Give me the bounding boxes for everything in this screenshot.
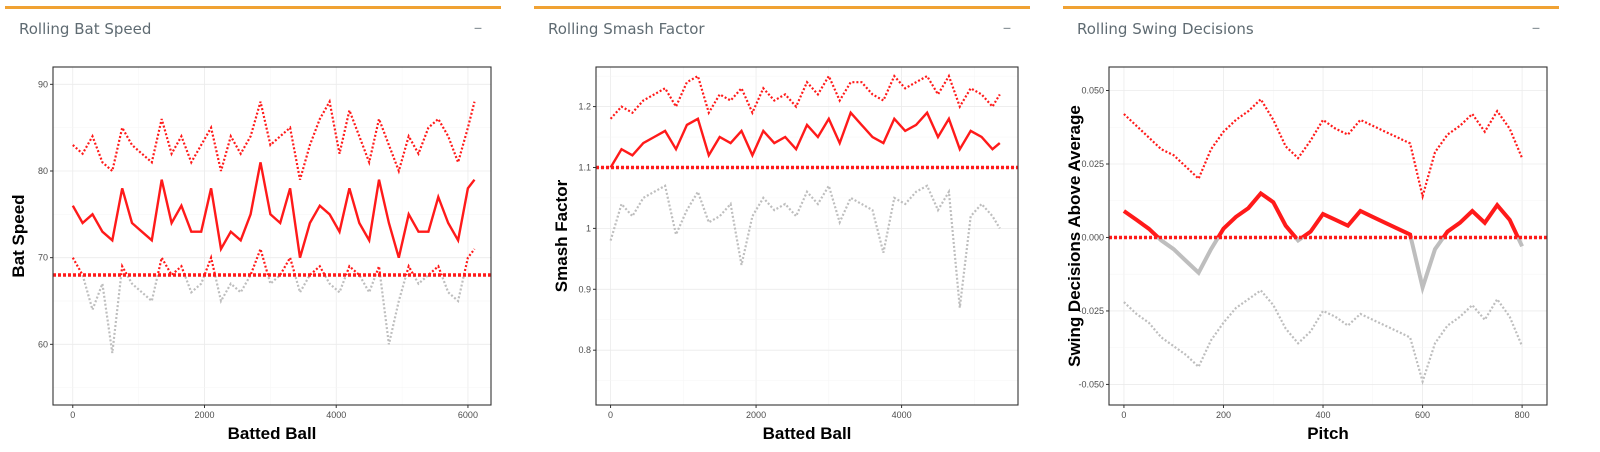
lower-band-line-above xyxy=(71,245,476,275)
y-axis-title: Swing Decisions Above Average xyxy=(1065,105,1084,367)
upper-band-line-group xyxy=(1123,97,1524,201)
grid-lines xyxy=(596,67,1018,405)
bat-speed-chart: 0 2000 4000 6000 60 70 80 90 Batted Ball Bat Spee… xyxy=(9,66,492,443)
plot-border xyxy=(52,66,492,406)
rolling-mean-line-above xyxy=(71,162,476,259)
x-tick-label: 4000 xyxy=(326,410,346,420)
lower-band-line-below xyxy=(1123,288,1524,386)
x-axis-title: Batted Ball xyxy=(228,424,317,443)
upper-band-line-above xyxy=(72,98,476,181)
y-tick-label: 70 xyxy=(38,253,48,263)
x-axis-title: Batted Ball xyxy=(763,424,852,443)
plot-border xyxy=(595,66,1019,406)
rolling-mean-line-group xyxy=(71,162,476,259)
y-tick-label: -0.025 xyxy=(1078,306,1104,316)
grid-lines xyxy=(1109,67,1547,405)
y-tick-label: 60 xyxy=(38,339,48,349)
rolling-mean-line-above xyxy=(609,110,1001,168)
panel-header: Rolling Bat Speed – xyxy=(5,9,501,49)
upper-band-line-below xyxy=(73,102,475,180)
x-tick-label: 0 xyxy=(70,410,75,420)
x-tick-label: 2000 xyxy=(746,410,766,420)
x-tick-label: 0 xyxy=(608,410,613,420)
y-tick-label: 80 xyxy=(38,166,48,176)
rolling-mean-line-below xyxy=(610,167,613,169)
smash-factor-chart: 0 2000 4000 0.8 0.9 1 1.1 1.2 Batted Ball Smash F… xyxy=(552,66,1019,443)
plot-border xyxy=(1108,66,1548,406)
panel-title: Rolling Swing Decisions xyxy=(1077,20,1254,38)
x-tick-label: 400 xyxy=(1316,410,1331,420)
lower-band-line-below xyxy=(609,183,1001,308)
x-tick-label: 2000 xyxy=(194,410,214,420)
y-tick-label: 0.025 xyxy=(1081,159,1104,169)
panel-title: Rolling Smash Factor xyxy=(548,20,705,38)
x-tick-label: 200 xyxy=(1216,410,1231,420)
y-tick-label: 1.2 xyxy=(578,102,591,112)
panel-header: Rolling Swing Decisions – xyxy=(1063,9,1559,49)
lower-band-line-group xyxy=(609,183,1001,308)
y-axis-title: Smash Factor xyxy=(552,179,571,292)
x-tick-label: 0 xyxy=(1121,410,1126,420)
y-tick-label: 0.050 xyxy=(1081,86,1104,96)
minus-icon[interactable]: – xyxy=(1531,18,1541,38)
x-tick-label: 800 xyxy=(1515,410,1530,420)
grid-lines xyxy=(53,67,491,405)
rolling-mean-line-below xyxy=(1155,237,1524,295)
lower-band-line-group xyxy=(1123,288,1524,386)
panel-bat-speed: Rolling Bat Speed – 0 2000 4000 6000 60 70 80 9… xyxy=(5,6,501,449)
rolling-mean-line-above xyxy=(1122,190,1521,238)
upper-band-line-group xyxy=(72,98,476,181)
upper-band-line-group xyxy=(609,73,1001,120)
lower-band-line-group xyxy=(71,245,476,354)
panel-header: Rolling Smash Factor – xyxy=(534,9,1030,49)
y-tick-label: 0.000 xyxy=(1081,232,1104,242)
rolling-mean-line-below xyxy=(73,162,475,257)
upper-band-line-above xyxy=(609,73,1001,120)
x-tick-label: 6000 xyxy=(458,410,478,420)
panel-swing-decisions: Rolling Swing Decisions – 0 200 400 600 800 -… xyxy=(1063,6,1559,449)
rolling-mean-line-group xyxy=(1122,190,1524,295)
y-axis-title: Bat Speed xyxy=(9,194,28,277)
x-tick-label: 600 xyxy=(1415,410,1430,420)
minus-icon[interactable]: – xyxy=(473,18,483,38)
y-tick-label: 90 xyxy=(38,79,48,89)
lower-band-line-below xyxy=(81,275,466,354)
minus-icon[interactable]: – xyxy=(1002,18,1012,38)
rolling-mean-line-group xyxy=(609,110,1001,169)
panel-title: Rolling Bat Speed xyxy=(19,20,152,38)
y-tick-label: 1 xyxy=(586,223,591,233)
upper-band-line-above xyxy=(1123,97,1524,201)
x-axis-title: Pitch xyxy=(1307,424,1349,443)
swing-decisions-chart: 0 200 400 600 800 -0.050 -0.025 0.000 0.025 0.050… xyxy=(1065,66,1548,443)
x-tick-label: 4000 xyxy=(892,410,912,420)
y-tick-label: -0.050 xyxy=(1078,379,1104,389)
y-tick-label: 0.9 xyxy=(578,284,591,294)
y-tick-label: 1.1 xyxy=(578,162,591,172)
panel-smash-factor: Rolling Smash Factor – 0 2000 4000 0.8 0.9 1 1… xyxy=(534,6,1030,449)
upper-band-line-below xyxy=(611,76,1000,119)
y-tick-label: 0.8 xyxy=(578,345,591,355)
